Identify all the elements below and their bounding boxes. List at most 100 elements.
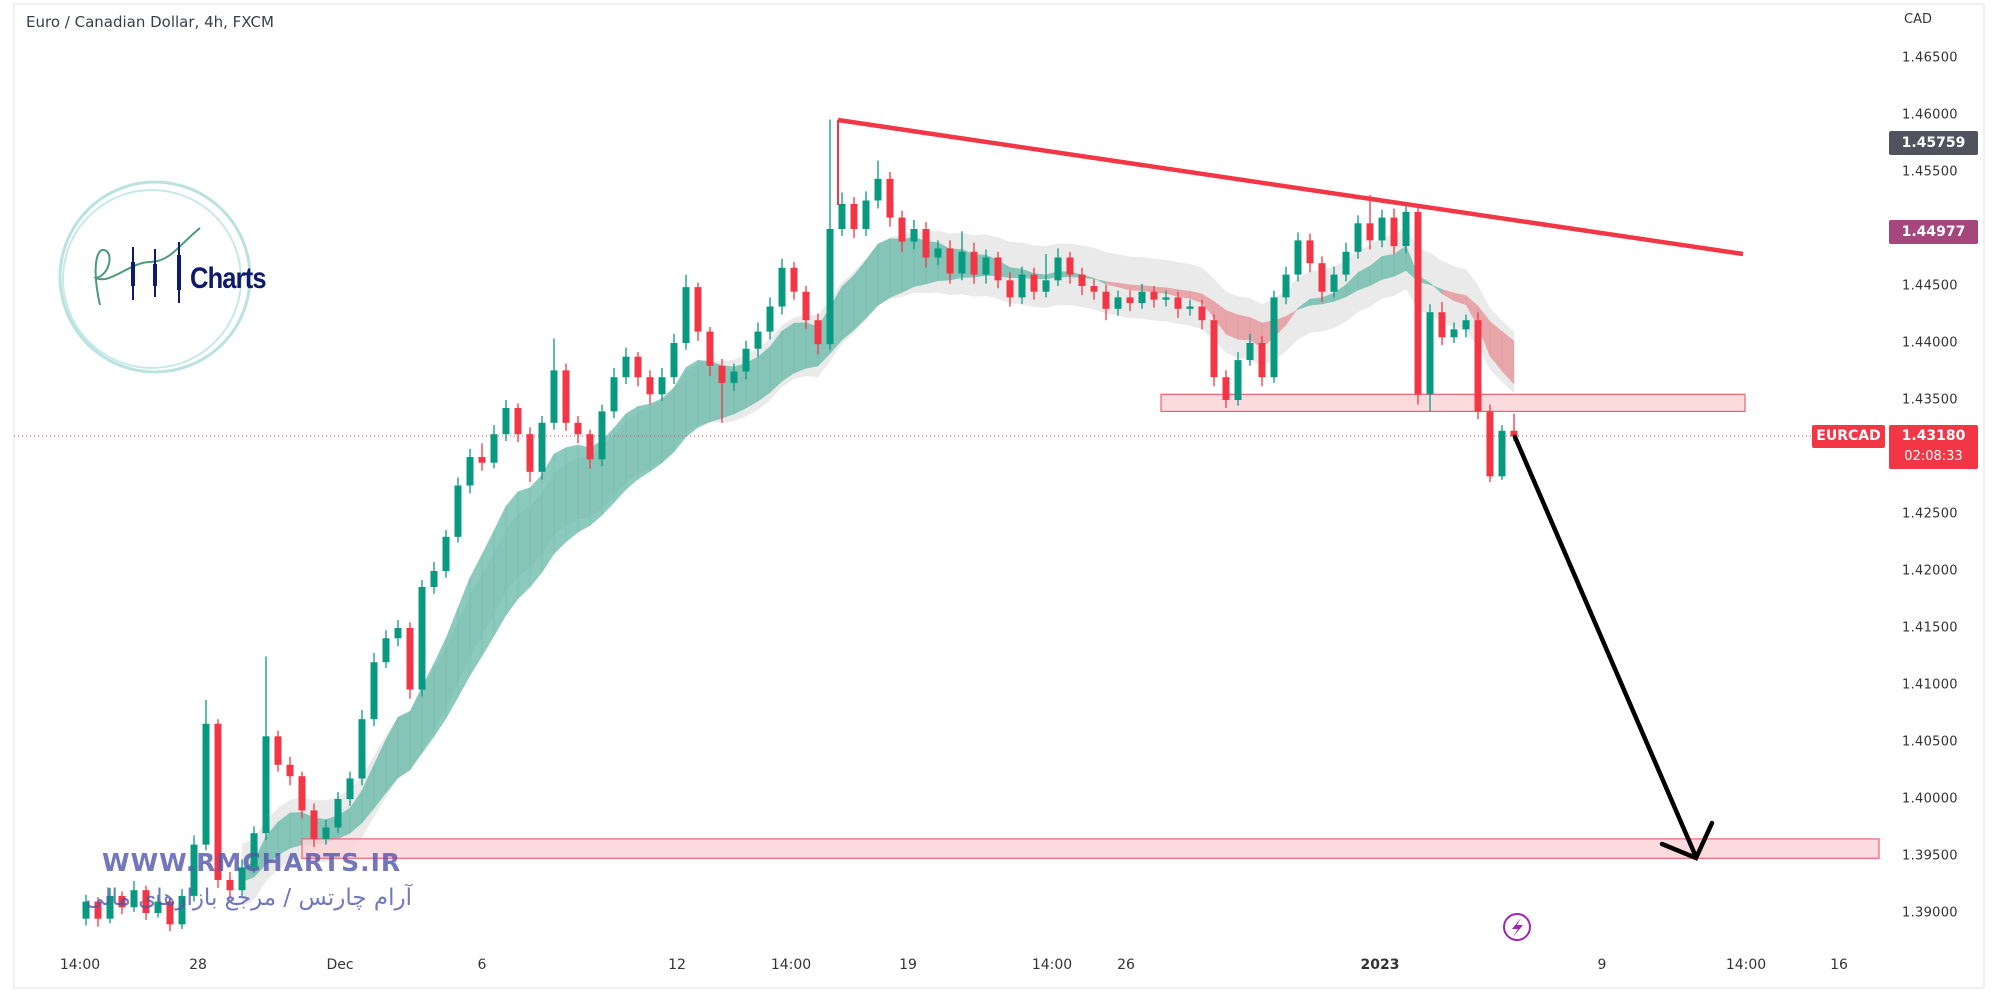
projection-arrow[interactable] <box>1512 434 1715 861</box>
candle <box>1030 267 1038 300</box>
time-tick-label: Dec <box>326 957 354 973</box>
candle <box>1222 370 1230 408</box>
ribbon-segment <box>889 238 903 298</box>
price-tick-label: 1.43500 <box>1902 392 1958 408</box>
candle-body <box>106 895 114 919</box>
candle <box>754 322 762 357</box>
time-tick-label: 12 <box>668 957 686 973</box>
candle <box>1414 205 1422 405</box>
candle <box>562 363 570 431</box>
descending-trendline[interactable] <box>837 117 1744 257</box>
candle <box>922 222 930 268</box>
lightning-icon[interactable] <box>1503 913 1531 941</box>
time-tick-label: 26 <box>1117 957 1135 973</box>
candle <box>886 172 894 227</box>
candle-body <box>574 422 582 435</box>
candle-body <box>946 248 954 274</box>
candle <box>454 477 462 543</box>
candle <box>1234 352 1242 406</box>
candle-body <box>166 901 174 925</box>
candle-body <box>1222 377 1230 400</box>
candle-body <box>754 331 762 349</box>
candle-body <box>646 377 654 395</box>
candle-body <box>1426 312 1434 395</box>
candle <box>1390 208 1398 255</box>
support-zone[interactable] <box>1160 393 1746 412</box>
candle <box>682 274 690 350</box>
candle-body <box>418 586 426 690</box>
candle-body <box>1438 312 1446 338</box>
candle <box>1174 291 1182 318</box>
candle <box>370 653 378 727</box>
candle <box>826 119 834 350</box>
ribbon-segment <box>469 554 483 677</box>
candle-body <box>1030 274 1038 292</box>
time-tick-label: 14:00 <box>1725 957 1767 973</box>
candle <box>646 370 654 405</box>
time-tick-label: 6 <box>477 957 487 973</box>
candle-body <box>1006 280 1014 298</box>
candle-body <box>238 867 246 891</box>
price-tick-label: 1.40500 <box>1902 734 1958 750</box>
candle <box>1078 267 1086 296</box>
candle <box>1330 266 1338 298</box>
candle <box>814 313 822 355</box>
candle <box>226 871 234 898</box>
candle <box>322 819 330 845</box>
candle <box>670 333 678 385</box>
candle-body <box>862 200 870 229</box>
price-tick-label: 1.44500 <box>1902 278 1958 294</box>
candle <box>1294 232 1302 282</box>
candle-body <box>910 229 918 242</box>
candle-body <box>790 267 798 292</box>
last-price: 1.43180 <box>1901 428 1966 444</box>
candle <box>214 719 222 888</box>
candle <box>1066 251 1074 284</box>
ribbon-segment <box>1129 284 1143 291</box>
target-zone[interactable] <box>301 838 1880 859</box>
candle <box>190 835 198 902</box>
candle <box>502 400 510 442</box>
price-tick-label: 1.41500 <box>1902 620 1958 636</box>
candle <box>1474 312 1482 420</box>
ribbon-segment <box>865 243 879 319</box>
ribbon-segment <box>673 366 687 453</box>
candle <box>82 894 90 926</box>
candle <box>334 792 342 834</box>
candle <box>538 415 546 480</box>
candle-body <box>970 251 978 275</box>
candle <box>394 620 402 647</box>
candle-body <box>1510 430 1518 437</box>
chart-frame <box>13 3 1985 989</box>
candle <box>1090 279 1098 300</box>
candle <box>1270 290 1278 383</box>
candle <box>838 192 846 236</box>
ribbon-segment <box>781 322 795 382</box>
ribbon-segment <box>289 812 303 849</box>
candle <box>514 403 522 443</box>
candle <box>1402 206 1410 253</box>
candle <box>142 885 150 920</box>
candle-body <box>142 890 150 913</box>
time-tick-label: 16 <box>1830 957 1848 973</box>
candle <box>154 894 162 918</box>
candle-body <box>1450 329 1458 338</box>
candle-body <box>994 257 1002 281</box>
ribbon-segment <box>1501 330 1515 385</box>
candle <box>442 529 450 578</box>
candle <box>1426 304 1434 412</box>
candle-body <box>982 257 990 275</box>
ribbon-segment <box>565 444 579 543</box>
candle <box>574 415 582 444</box>
candle-body <box>838 203 846 229</box>
candle-body <box>562 370 570 423</box>
candle <box>934 240 942 266</box>
candle-body <box>1318 263 1326 292</box>
price-tick-label: 1.39500 <box>1902 848 1958 864</box>
ribbon-segment <box>625 405 639 490</box>
candle-body <box>1474 320 1482 412</box>
candle <box>166 898 174 932</box>
candle <box>742 340 750 380</box>
candle <box>298 771 306 819</box>
